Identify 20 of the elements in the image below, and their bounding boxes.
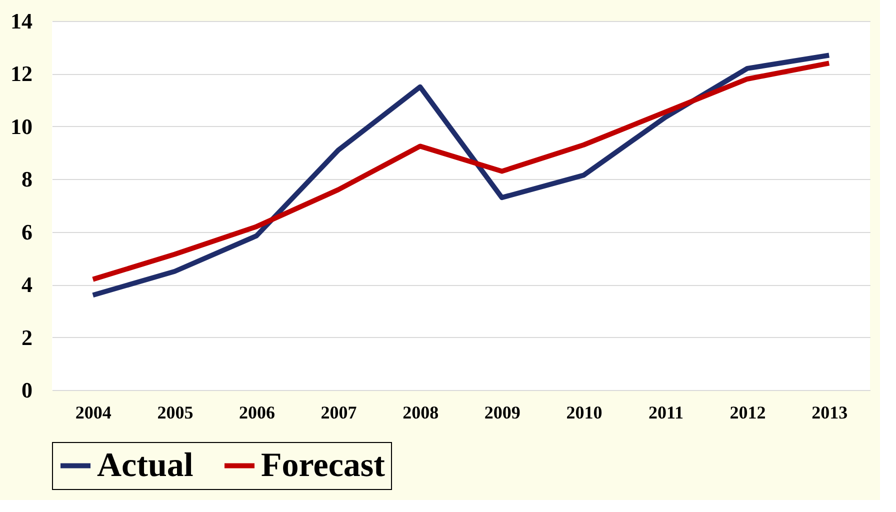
x-tick-label: 2010 bbox=[566, 402, 602, 422]
x-tick-label: 2008 bbox=[402, 402, 439, 422]
y-tick-label: 0 bbox=[22, 378, 32, 402]
y-tick-label: 12 bbox=[10, 61, 32, 86]
y-tick-label: 8 bbox=[22, 166, 32, 192]
y-tick-label: 6 bbox=[22, 219, 32, 244]
x-tick-label: 2012 bbox=[730, 402, 766, 422]
y-tick-label: 4 bbox=[22, 272, 32, 298]
x-tick-label: 2013 bbox=[812, 402, 848, 422]
y-tick-label: 2 bbox=[22, 324, 32, 350]
x-tick-label: 2007 bbox=[320, 402, 357, 422]
x-tick-label: 2005 bbox=[157, 402, 194, 422]
legend-label: Forecast bbox=[261, 446, 386, 484]
x-tick-label: 2009 bbox=[484, 402, 520, 422]
x-tick-label: 2004 bbox=[75, 402, 112, 422]
legend-label: Actual bbox=[97, 446, 194, 484]
y-tick-label: 14 bbox=[10, 8, 32, 34]
x-tick-label: 2006 bbox=[239, 402, 275, 422]
x-tick-label: 2011 bbox=[648, 402, 684, 422]
y-tick-label: 10 bbox=[10, 114, 32, 139]
